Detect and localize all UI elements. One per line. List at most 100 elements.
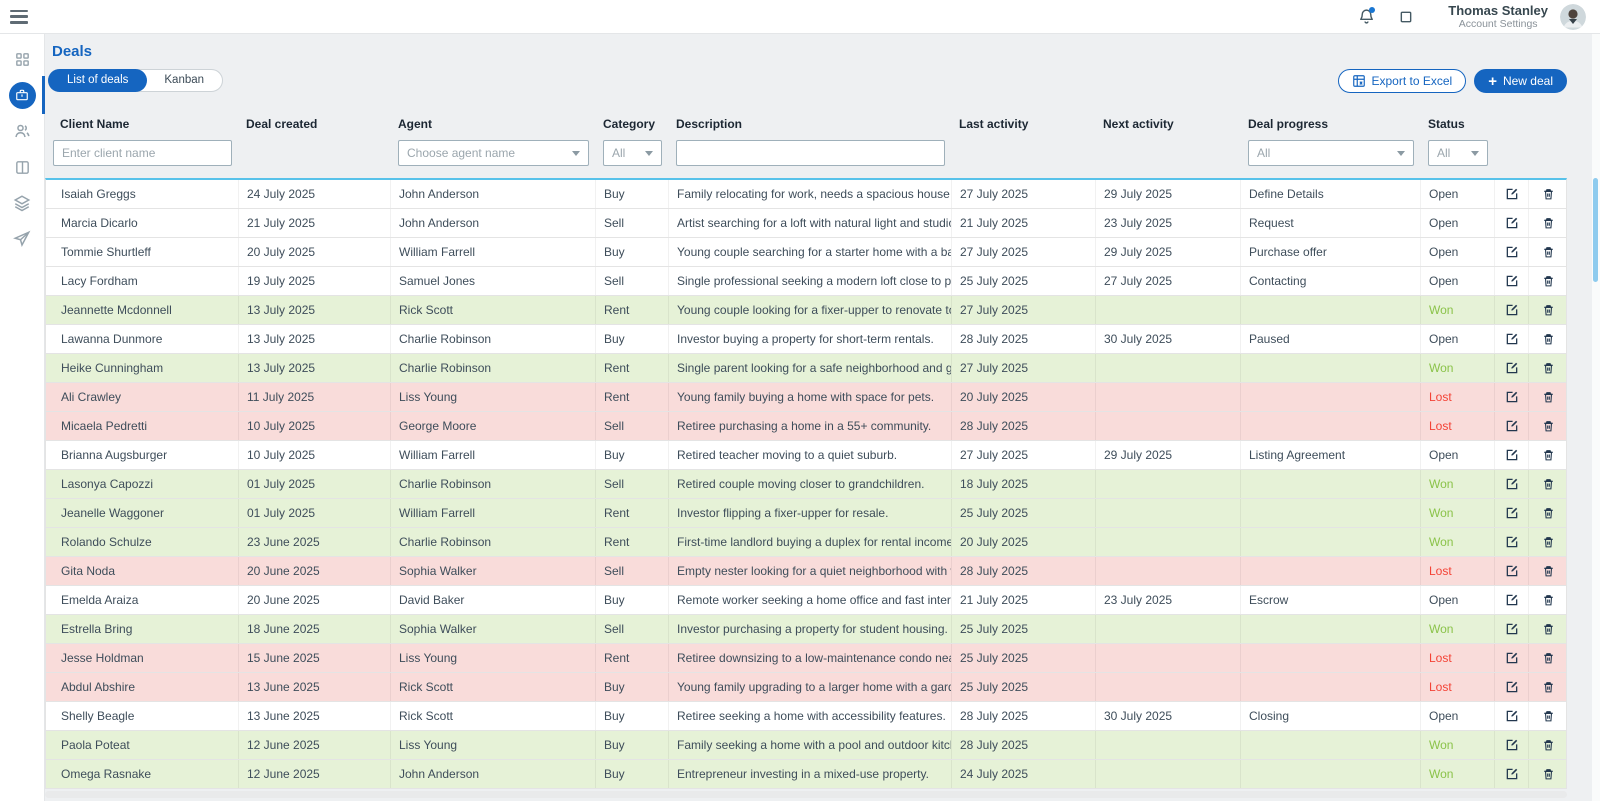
sidebar-item-board[interactable]: [0, 153, 45, 181]
table-row[interactable]: Omega Rasnake 12 June 2025 John Anderson…: [46, 760, 1566, 789]
edit-icon[interactable]: [1495, 731, 1529, 759]
table-row[interactable]: Lasonya Capozzi 01 July 2025 Charlie Rob…: [46, 470, 1566, 499]
delete-icon[interactable]: [1529, 499, 1568, 527]
sidebar-item-deals[interactable]: [0, 76, 45, 114]
delete-icon[interactable]: [1529, 557, 1568, 585]
notifications-icon[interactable]: [1354, 5, 1378, 29]
table-row[interactable]: Heike Cunningham 13 July 2025 Charlie Ro…: [46, 354, 1566, 383]
sidebar-item-stages[interactable]: [0, 189, 45, 217]
delete-icon[interactable]: [1529, 528, 1568, 556]
table-row[interactable]: Marcia Dicarlo 21 July 2025 John Anderso…: [46, 209, 1566, 238]
table-row[interactable]: Lacy Fordham 19 July 2025 Samuel Jones S…: [46, 267, 1566, 296]
table-row[interactable]: Brianna Augsburger 10 July 2025 William …: [46, 441, 1566, 470]
edit-icon[interactable]: [1495, 209, 1529, 237]
export-to-excel-button[interactable]: Export to Excel: [1337, 69, 1467, 93]
edit-icon[interactable]: [1495, 296, 1529, 324]
tab-kanban[interactable]: Kanban: [145, 69, 223, 92]
table-row[interactable]: Estrella Bring 18 June 2025 Sophia Walke…: [46, 615, 1566, 644]
table-row[interactable]: Micaela Pedretti 10 July 2025 George Moo…: [46, 412, 1566, 441]
edit-icon[interactable]: [1495, 354, 1529, 382]
cell-last-activity: 27 July 2025: [952, 296, 1096, 324]
edit-icon[interactable]: [1495, 267, 1529, 295]
table-row[interactable]: Paola Poteat 12 June 2025 Liss Young Buy…: [46, 731, 1566, 760]
maximize-icon[interactable]: [1394, 5, 1418, 29]
delete-icon[interactable]: [1529, 209, 1568, 237]
category-filter-select[interactable]: All: [603, 140, 662, 166]
delete-icon[interactable]: [1529, 267, 1568, 295]
delete-icon[interactable]: [1529, 644, 1568, 672]
edit-icon[interactable]: [1495, 644, 1529, 672]
tab-list-of-deals[interactable]: List of deals: [48, 69, 148, 92]
table-row[interactable]: Jeannette Mcdonnell 13 July 2025 Rick Sc…: [46, 296, 1566, 325]
sidebar-item-grid[interactable]: [0, 45, 45, 73]
vertical-scrollbar-thumb[interactable]: [1593, 178, 1598, 282]
avatar[interactable]: [1560, 3, 1586, 30]
delete-icon[interactable]: [1529, 760, 1568, 788]
cell-next-activity: [1096, 760, 1241, 788]
table-row[interactable]: Jesse Holdman 15 June 2025 Liss Young Re…: [46, 644, 1566, 673]
edit-icon[interactable]: [1495, 383, 1529, 411]
agent-filter-select[interactable]: Choose agent name: [398, 140, 589, 166]
cell-status: Won: [1421, 615, 1495, 643]
view-tabs: List of deals Kanban: [48, 69, 224, 92]
edit-icon[interactable]: [1495, 180, 1529, 208]
delete-icon[interactable]: [1529, 586, 1568, 614]
edit-icon[interactable]: [1495, 702, 1529, 730]
edit-icon[interactable]: [1495, 499, 1529, 527]
delete-icon[interactable]: [1529, 412, 1568, 440]
column-header-last-activity: Last activity: [959, 117, 1029, 131]
client-name-filter-input[interactable]: [53, 140, 232, 166]
delete-icon[interactable]: [1529, 702, 1568, 730]
table-row[interactable]: Rolando Schulze 23 June 2025 Charlie Rob…: [46, 528, 1566, 557]
edit-icon[interactable]: [1495, 470, 1529, 498]
delete-icon[interactable]: [1529, 325, 1568, 353]
delete-icon[interactable]: [1529, 383, 1568, 411]
new-deal-button[interactable]: + New deal: [1474, 69, 1567, 93]
table-row[interactable]: Jeanelle Waggoner 01 July 2025 William F…: [46, 499, 1566, 528]
delete-icon[interactable]: [1529, 354, 1568, 382]
cell-agent: Rick Scott: [391, 673, 596, 701]
table-row[interactable]: Abdul Abshire 13 June 2025 Rick Scott Bu…: [46, 673, 1566, 702]
cell-description: Family seeking a home with a pool and ou…: [669, 731, 952, 759]
table-row[interactable]: Lawanna Dunmore 13 July 2025 Charlie Rob…: [46, 325, 1566, 354]
category-filter-value: All: [612, 146, 626, 160]
edit-icon[interactable]: [1495, 760, 1529, 788]
delete-icon[interactable]: [1529, 731, 1568, 759]
delete-icon[interactable]: [1529, 238, 1568, 266]
sidebar-item-contacts[interactable]: [0, 117, 45, 145]
sidebar-item-campaigns[interactable]: [0, 225, 45, 253]
edit-icon[interactable]: [1495, 615, 1529, 643]
delete-icon[interactable]: [1529, 615, 1568, 643]
edit-icon[interactable]: [1495, 528, 1529, 556]
chevron-down-icon: [645, 150, 653, 156]
edit-icon[interactable]: [1495, 441, 1529, 469]
edit-icon[interactable]: [1495, 325, 1529, 353]
table-row[interactable]: Tommie Shurtleff 20 July 2025 William Fa…: [46, 238, 1566, 267]
cell-category: Rent: [596, 528, 669, 556]
status-filter-select[interactable]: All: [1428, 140, 1488, 166]
edit-icon[interactable]: [1495, 412, 1529, 440]
table-row[interactable]: Emelda Araiza 20 June 2025 David Baker B…: [46, 586, 1566, 615]
menu-icon[interactable]: [10, 9, 28, 24]
delete-icon[interactable]: [1529, 470, 1568, 498]
description-filter-input[interactable]: [676, 140, 945, 166]
delete-icon[interactable]: [1529, 180, 1568, 208]
edit-icon[interactable]: [1495, 673, 1529, 701]
edit-icon[interactable]: [1495, 238, 1529, 266]
edit-icon[interactable]: [1495, 557, 1529, 585]
table-row[interactable]: Isaiah Greggs 24 July 2025 John Anderson…: [46, 180, 1566, 209]
cell-category: Rent: [596, 296, 669, 324]
table-row[interactable]: Ali Crawley 11 July 2025 Liss Young Rent…: [46, 383, 1566, 412]
cell-last-activity: 25 July 2025: [952, 644, 1096, 672]
horizontal-scrollbar[interactable]: [45, 791, 1567, 798]
progress-filter-select[interactable]: All: [1248, 140, 1414, 166]
table-row[interactable]: Shelly Beagle 13 June 2025 Rick Scott Bu…: [46, 702, 1566, 731]
edit-icon[interactable]: [1495, 586, 1529, 614]
user-subtitle: Account Settings: [1458, 17, 1538, 30]
delete-icon[interactable]: [1529, 296, 1568, 324]
delete-icon[interactable]: [1529, 441, 1568, 469]
delete-icon[interactable]: [1529, 673, 1568, 701]
table-row[interactable]: Gita Noda 20 June 2025 Sophia Walker Sel…: [46, 557, 1566, 586]
topbar: Thomas Stanley Account Settings: [0, 0, 1600, 34]
user-menu[interactable]: Thomas Stanley Account Settings: [1448, 3, 1548, 30]
